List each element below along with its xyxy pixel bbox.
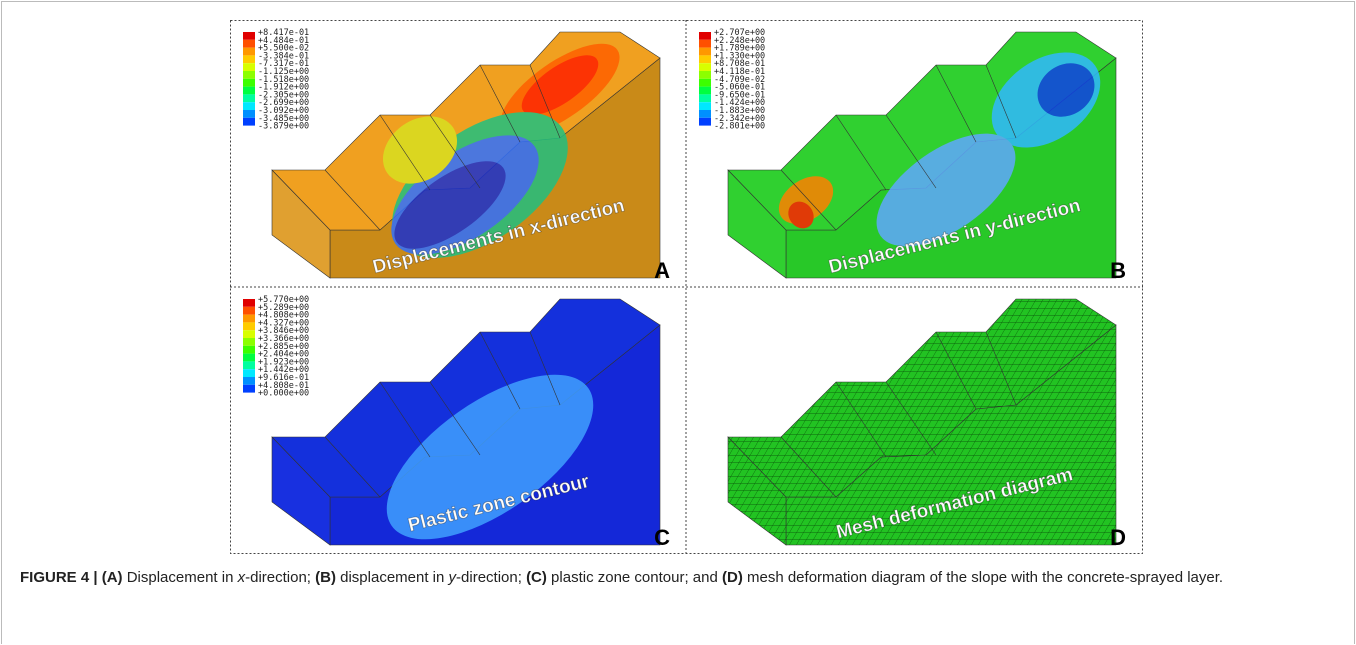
panel: +5.770e+00+5.289e+00+4.808e+00+4.327e+00… bbox=[243, 295, 670, 556]
legend-label: +0.000e+00 bbox=[258, 389, 309, 399]
legend-swatch bbox=[243, 322, 255, 330]
legend-swatch bbox=[243, 87, 255, 95]
caption-part: -direction; bbox=[456, 569, 526, 586]
legend-swatch bbox=[243, 315, 255, 323]
legend-swatch bbox=[699, 40, 711, 48]
caption-part: (A) bbox=[102, 569, 123, 586]
caption-part: x bbox=[238, 569, 246, 586]
legend-swatch bbox=[243, 55, 255, 63]
legend-swatch bbox=[699, 79, 711, 87]
legend-swatch bbox=[243, 346, 255, 354]
legend-swatch bbox=[243, 377, 255, 385]
legend-swatch bbox=[699, 110, 711, 118]
panel-label: A bbox=[654, 258, 670, 283]
legend-swatch bbox=[699, 118, 711, 126]
caption-part: FIGURE 4 | bbox=[20, 569, 102, 586]
legend-swatch bbox=[699, 48, 711, 56]
panel-label: B bbox=[1110, 258, 1126, 283]
legend-swatch bbox=[243, 330, 255, 338]
panel: +2.707e+00+2.248e+00+1.789e+00+1.330e+00… bbox=[699, 28, 1126, 283]
legend-swatch bbox=[243, 369, 255, 377]
legend-swatch bbox=[243, 32, 255, 40]
caption-part: (D) bbox=[722, 569, 743, 586]
legend-label: -2.801e+00 bbox=[714, 122, 765, 132]
legend-swatch bbox=[243, 102, 255, 110]
caption-part: (C) bbox=[526, 569, 547, 586]
panel: +8.417e-01+4.484e-01+5.500e-02-3.384e-01… bbox=[243, 27, 670, 287]
legend-label: -3.879e+00 bbox=[258, 122, 309, 132]
legend-swatch bbox=[243, 385, 255, 393]
panel-label: C bbox=[654, 525, 670, 550]
caption-part: Displacement in bbox=[123, 569, 238, 586]
caption-part: (B) bbox=[315, 569, 336, 586]
figure: +8.417e-01+4.484e-01+5.500e-02-3.384e-01… bbox=[230, 20, 1144, 556]
legend-swatch bbox=[699, 87, 711, 95]
caption-part: mesh deformation diagram of the slope wi… bbox=[743, 569, 1223, 586]
legend-swatch bbox=[243, 71, 255, 79]
legend-swatch bbox=[699, 94, 711, 102]
legend-swatch bbox=[699, 102, 711, 110]
page: +8.417e-01+4.484e-01+5.500e-02-3.384e-01… bbox=[0, 0, 1356, 645]
legend-swatch bbox=[243, 48, 255, 56]
caption-part: plastic zone contour; and bbox=[547, 569, 722, 586]
legend-swatch bbox=[243, 299, 255, 307]
legend-swatch bbox=[243, 118, 255, 126]
caption-part: displacement in bbox=[336, 569, 449, 586]
legend-swatch bbox=[243, 338, 255, 346]
legend-swatch bbox=[243, 361, 255, 369]
legend-swatch bbox=[243, 63, 255, 71]
legend-swatch bbox=[699, 71, 711, 79]
legend-swatch bbox=[243, 40, 255, 48]
legend-swatch bbox=[243, 79, 255, 87]
caption-part: -direction; bbox=[245, 569, 315, 586]
legend-swatch bbox=[699, 32, 711, 40]
legend-swatch bbox=[243, 94, 255, 102]
panel-label: D bbox=[1110, 525, 1126, 550]
legend-swatch bbox=[243, 110, 255, 118]
figure-caption: FIGURE 4 | (A) Displacement in x-directi… bbox=[20, 566, 1330, 589]
caption-part: y bbox=[449, 569, 457, 586]
legend-swatch bbox=[243, 307, 255, 315]
legend-swatch bbox=[243, 354, 255, 362]
legend-swatch bbox=[699, 63, 711, 71]
legend-swatch bbox=[699, 55, 711, 63]
